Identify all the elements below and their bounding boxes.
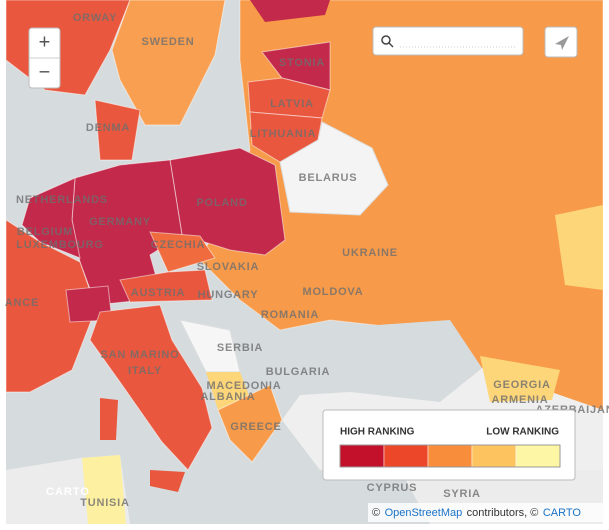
finland <box>250 0 330 22</box>
kazakhstan <box>555 205 603 290</box>
attribution-middle: contributors, © <box>467 507 539 519</box>
greece <box>217 384 283 463</box>
legend-swatch <box>339 444 385 468</box>
sardinia <box>100 398 118 440</box>
country-label: POLAND <box>196 197 247 209</box>
locate-icon <box>555 36 569 50</box>
legend-swatch <box>471 444 517 468</box>
latvia <box>247 77 331 119</box>
country-label: ORWAY <box>73 12 117 24</box>
country-label: STONIA <box>279 57 325 69</box>
country-label: CZECHIA <box>151 239 206 251</box>
country-label: LATVIA <box>270 98 314 110</box>
legend-swatch <box>515 444 561 468</box>
search-box[interactable] <box>372 26 524 56</box>
country-label: ROMANIA <box>261 309 319 321</box>
carto-link[interactable]: CARTO <box>543 507 582 519</box>
osm-link[interactable]: OpenStreetMap <box>385 507 463 519</box>
france <box>5 219 97 393</box>
country-label: GEORGIA <box>493 379 551 391</box>
legend-low-label: LOW RANKING <box>486 427 559 438</box>
zoom-out[interactable]: − <box>39 61 51 83</box>
country-label: SAN MARINO <box>101 349 180 361</box>
carto-watermark: CARTO <box>46 486 90 498</box>
legend-swatch <box>427 444 473 468</box>
country-label: ITALY <box>128 365 162 377</box>
country-label: LUXEMBOURG <box>16 239 103 251</box>
country-label: UKRAINE <box>342 247 398 259</box>
search-icon-handle <box>388 42 394 48</box>
tunisia <box>82 455 126 524</box>
benelux <box>21 177 81 259</box>
country-label: BELGIUM <box>17 226 73 238</box>
country-label: ARMENIA <box>492 394 549 406</box>
country-label: ANCE <box>5 297 39 309</box>
sweden <box>111 0 226 126</box>
legend-high-label: HIGH RANKING <box>340 427 415 438</box>
country-label: SERBIA <box>217 342 263 354</box>
country-label: HUNGARY <box>198 289 259 301</box>
zoom-control: + − <box>28 27 61 89</box>
country-label: ALBANIA <box>200 391 255 403</box>
country-label: DENMA <box>86 122 130 134</box>
legend-swatch-border <box>339 444 561 468</box>
austria <box>119 269 213 303</box>
belarus <box>279 121 389 216</box>
country-label: LITHUANIA <box>250 128 316 140</box>
attribution: © OpenStreetMap contributors, © CARTO <box>372 504 581 521</box>
black-sea <box>305 320 482 402</box>
georgia-armenia <box>480 356 560 402</box>
country-label: SWEDEN <box>141 36 194 48</box>
locate-button[interactable] <box>544 26 578 58</box>
attribution-box <box>368 503 603 522</box>
legend-swatch <box>383 444 429 468</box>
zoom-in[interactable]: + <box>39 31 51 53</box>
denmark <box>94 99 141 161</box>
country-label: NETHERLANDS <box>16 194 108 206</box>
country-label: BELARUS <box>299 172 358 184</box>
search-field[interactable] <box>372 26 524 56</box>
italy <box>89 304 213 471</box>
country-label: MACEDONIA <box>206 380 281 392</box>
country-label: AUSTRIA <box>131 287 186 299</box>
legend: HIGH RANKING LOW RANKING <box>322 409 576 481</box>
country-label: MOLDOVA <box>302 286 363 298</box>
country-label: GREECE <box>230 421 281 433</box>
search-icon <box>381 35 391 45</box>
country-label: CYPRUS <box>367 482 418 494</box>
country-label: BULGARIA <box>266 366 330 378</box>
country-label: GERMANY <box>89 216 151 228</box>
attribution-prefix: © <box>372 507 380 519</box>
country-label: SLOVAKIA <box>197 261 259 273</box>
czechia <box>149 231 216 273</box>
country-label: TUNISIA <box>80 497 130 509</box>
sicily <box>150 470 185 492</box>
country-label: SYRIA <box>443 488 481 500</box>
